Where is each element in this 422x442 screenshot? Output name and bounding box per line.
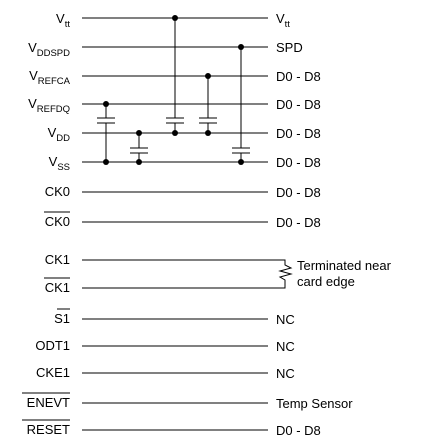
dest-reset-n: D0 - D8 [276,423,321,438]
dest-vrefdq: D0 - D8 [276,97,321,112]
label-ck0-n: CK0 [45,214,70,229]
label-odt1: ODT1 [35,338,70,353]
dest-ck0-n: D0 - D8 [276,215,321,230]
label-vss: VSS [49,154,70,173]
dest-vrefca: D0 - D8 [276,69,321,84]
overbars [22,211,70,421]
label-ck0: CK0 [45,184,70,199]
decoupling-network [97,18,250,162]
label-vrefca: VREFCA [29,68,71,87]
label-cke1: CKE1 [36,365,70,380]
junction-vrefdq [103,101,109,107]
label-reset-n: RESET [27,422,70,437]
label-vddspd: VDDSPD [28,40,70,59]
destination-labels: Vtt SPD D0 - D8 D0 - D8 D0 - D8 D0 - D8 … [276,11,392,438]
label-s1-n: S1 [54,311,70,326]
dest-ck0: D0 - D8 [276,185,321,200]
dest-enevt-n: Temp Sensor [276,396,353,411]
label-ck1-n: CK1 [45,280,70,295]
dest-cke1: NC [276,366,295,381]
label-vdd: VDD [48,125,71,144]
termination-note-line1: Terminated near [297,258,392,273]
signal-wires [82,17,268,431]
label-ck1: CK1 [45,252,70,267]
junction-vtt [172,15,178,21]
dest-s1-n: NC [276,312,295,327]
junction-vss-a [103,159,109,165]
junction-vss-c [238,159,244,165]
dest-vdd: D0 - D8 [276,126,321,141]
dest-vtt: Vtt [276,11,290,30]
junction-vddspd [238,44,244,50]
dest-vss: D0 - D8 [276,155,321,170]
junction-vss-b [136,159,142,165]
label-enevt-n: ENEVT [27,395,70,410]
label-vtt: Vtt [56,11,70,30]
junction-vdd-a [136,130,142,136]
signal-labels: Vtt VDDSPD VREFCA VREFDQ VDD VSS CK0 CK0… [27,11,71,437]
junction-vrefca [205,73,211,79]
junction-vdd-c [205,130,211,136]
label-vrefdq: VREFDQ [28,96,70,115]
dest-odt1: NC [276,339,295,354]
junction-dots [103,15,244,165]
termination-bracket [268,259,293,289]
termination-note-line2: card edge [297,274,355,289]
dest-vddspd: SPD [276,40,303,55]
junction-vdd-b [172,130,178,136]
